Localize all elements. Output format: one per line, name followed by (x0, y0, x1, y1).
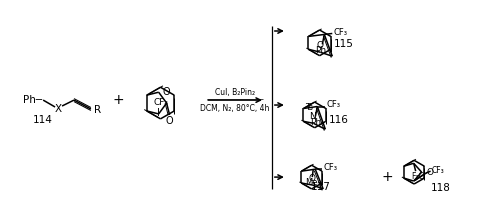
Text: X: X (54, 104, 62, 114)
Text: 114: 114 (33, 115, 53, 125)
Text: F₃C: F₃C (412, 172, 424, 181)
Text: 117: 117 (312, 182, 331, 192)
Text: 118: 118 (430, 183, 450, 193)
Text: Me: Me (305, 178, 318, 187)
Text: CF₃: CF₃ (333, 28, 347, 37)
Text: CF₃: CF₃ (326, 100, 340, 109)
Text: CF₃: CF₃ (323, 163, 337, 172)
Text: 115: 115 (334, 39, 354, 49)
Text: CF₃: CF₃ (431, 166, 444, 175)
Text: DCM, N₂, 80°C, 4h: DCM, N₂, 80°C, 4h (200, 104, 270, 114)
Text: N: N (309, 112, 316, 121)
Text: Ph: Ph (315, 46, 326, 55)
Text: Ph─: Ph─ (24, 95, 42, 105)
Text: Ts: Ts (306, 103, 314, 112)
Text: O: O (166, 116, 173, 126)
Text: CuI, B₂Pin₂: CuI, B₂Pin₂ (215, 88, 255, 97)
Text: I: I (157, 108, 160, 118)
Text: O: O (309, 174, 316, 183)
Text: +: + (113, 93, 124, 107)
Text: 116: 116 (330, 115, 349, 125)
Text: +: + (382, 170, 393, 184)
Text: O: O (426, 168, 434, 177)
Text: O: O (162, 87, 170, 97)
Text: CF₃: CF₃ (153, 98, 168, 107)
Text: O: O (317, 41, 324, 50)
Text: R: R (94, 105, 102, 115)
Text: Ph: Ph (310, 118, 321, 127)
